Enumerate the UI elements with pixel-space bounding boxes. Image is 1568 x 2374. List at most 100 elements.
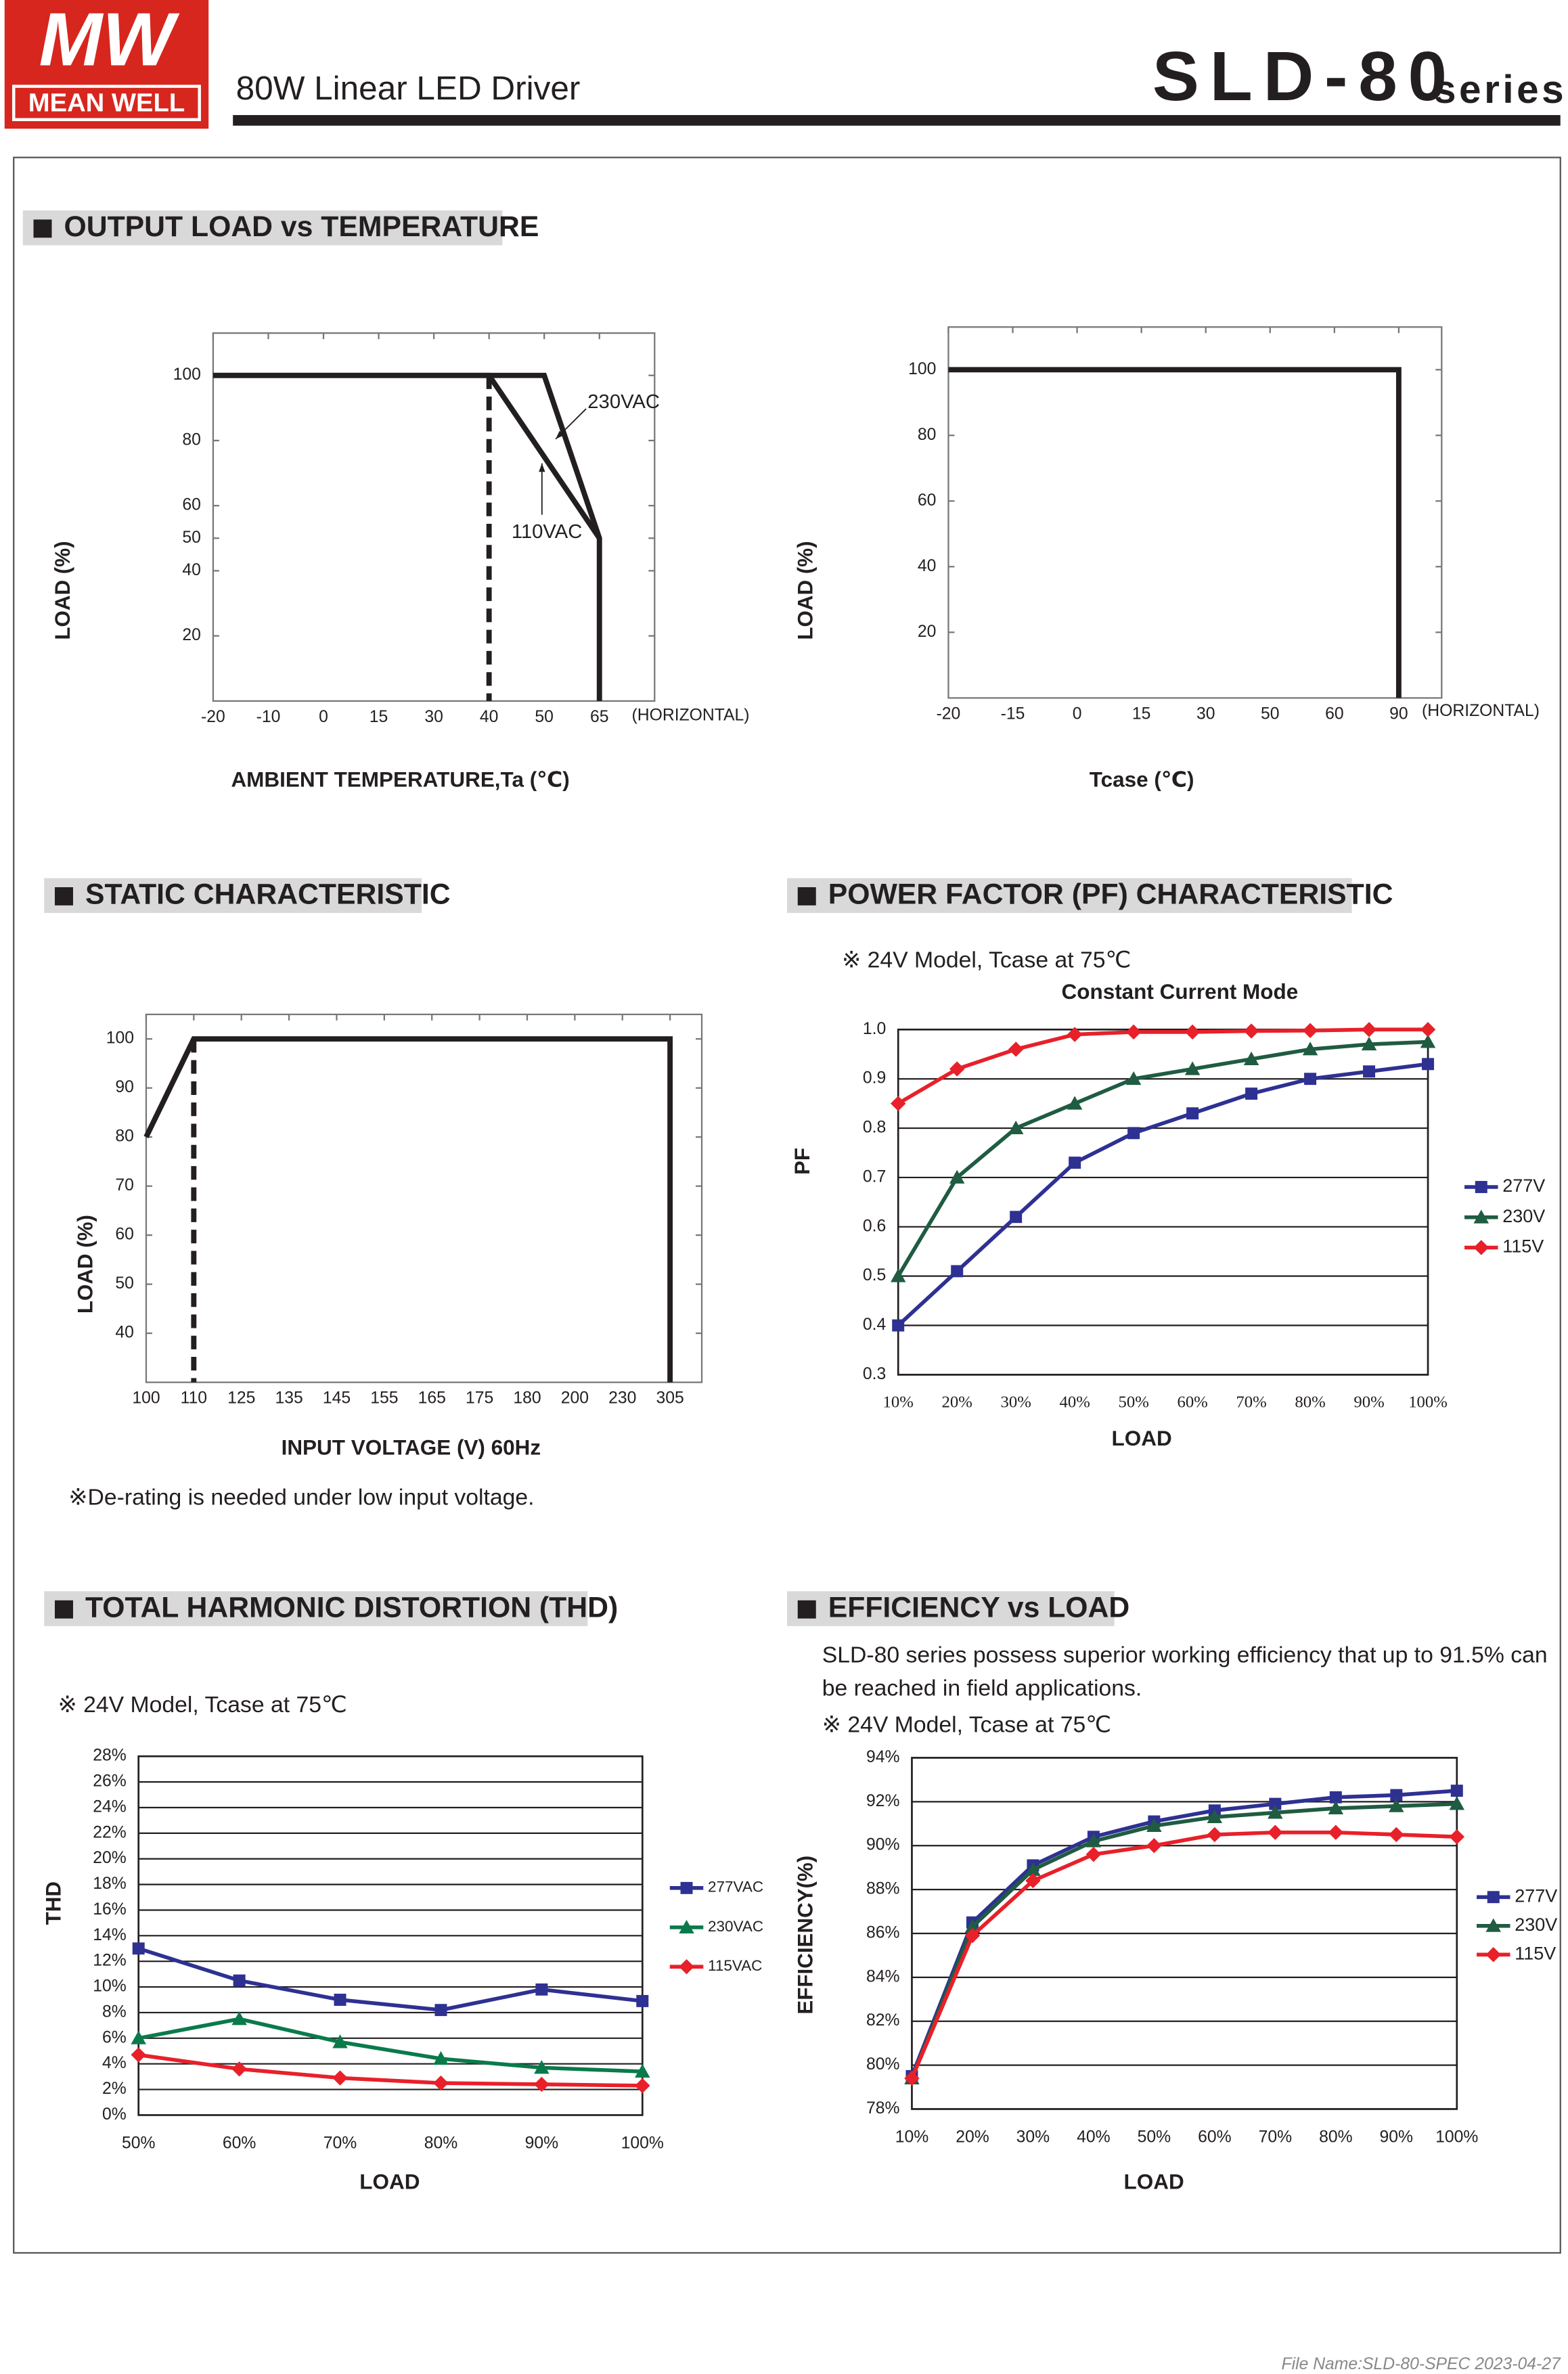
x-tick-label: 60% <box>1198 2128 1232 2147</box>
data-point <box>1069 1157 1081 1169</box>
data-point <box>1328 1824 1344 1840</box>
x-tick-label: 60% <box>1177 1393 1207 1412</box>
legend-label: 277VAC <box>708 1879 763 1896</box>
data-point <box>131 2030 146 2044</box>
legend-label: 230V <box>1502 1206 1545 1226</box>
x-tick-label: 165 <box>418 1389 446 1408</box>
model-name: SLD-80 <box>1152 37 1458 115</box>
plot-frame <box>145 1013 703 1383</box>
arrow-head <box>539 463 545 472</box>
section-bullet <box>54 887 73 905</box>
y-tick-label: 100 <box>908 360 936 378</box>
data-point <box>1146 1838 1162 1854</box>
data-point <box>1390 1789 1403 1801</box>
logo <box>4 0 209 129</box>
data-point <box>132 1942 145 1955</box>
data-point <box>1450 1785 1463 1797</box>
legend-marker <box>1475 1181 1487 1193</box>
y-tick-label: 0.5 <box>863 1266 886 1284</box>
data-point <box>1067 1027 1083 1042</box>
section-bullet <box>797 1600 816 1619</box>
y-tick-label: 80 <box>182 431 201 449</box>
x-tick-label: 145 <box>323 1389 351 1408</box>
chart-note: ※ 24V Model, Tcase at 75℃ <box>58 1693 346 1718</box>
x-tick-label: 90% <box>1380 2128 1414 2147</box>
y-axis-title: LOAD (%) <box>793 541 817 640</box>
y-tick-label: 16% <box>93 1900 127 1919</box>
y-tick-label: 2% <box>102 2080 127 2098</box>
section-title: STATIC CHARACTERISTIC <box>85 878 451 911</box>
x-tick-label: 80% <box>424 2134 458 2152</box>
y-tick-label: 0.4 <box>863 1316 886 1334</box>
data-point <box>964 1919 981 1933</box>
data-point <box>1268 1824 1283 1840</box>
y-tick-label: 50 <box>115 1274 134 1293</box>
x-tick-label: -20 <box>937 705 961 723</box>
legend-label: 115V <box>1515 1943 1556 1963</box>
y-tick-label: 12% <box>93 1952 127 1970</box>
series-line <box>896 1039 1429 1278</box>
data-point <box>890 1096 906 1111</box>
y-tick-label: 60 <box>182 496 201 514</box>
x-tick-label: 40% <box>1059 1393 1090 1412</box>
x-tick-label: 90% <box>525 2134 559 2152</box>
x-tick-label: 65 <box>590 708 609 726</box>
section-bullet <box>797 887 816 905</box>
x-axis-title: LOAD <box>1112 1427 1172 1450</box>
x-tick-label: 70% <box>1259 2128 1293 2147</box>
x-tick-label: 90% <box>1353 1393 1384 1412</box>
chart-note: ※ 24V Model, Tcase at 75℃ <box>842 948 1131 973</box>
data-point <box>1449 1829 1465 1845</box>
data-point <box>534 2060 550 2074</box>
legend-label: 277V <box>1515 1885 1557 1906</box>
y-axis-title: LOAD (%) <box>73 1215 97 1314</box>
y-tick-label: 100 <box>106 1029 134 1048</box>
data-point <box>636 1994 649 2007</box>
y-tick-label: 20 <box>918 623 937 641</box>
chart-note: ※ 24V Model, Tcase at 75℃ <box>822 1712 1111 1737</box>
data-point <box>1268 1805 1283 1819</box>
y-tick-label: 90 <box>115 1078 134 1096</box>
x-tick-label: 110 <box>181 1389 207 1408</box>
data-point <box>1085 1833 1102 1847</box>
x-tick-label: 50% <box>122 2134 156 2152</box>
data-point <box>1361 1037 1377 1051</box>
page-frame <box>13 156 1561 2254</box>
y-axis-title: EFFICIENCY(%) <box>793 1856 817 2015</box>
data-point <box>1420 1022 1436 1037</box>
data-point <box>1025 1862 1041 1876</box>
y-tick-label: 14% <box>93 1926 127 1944</box>
data-point <box>233 1974 246 1987</box>
x-axis-title: INPUT VOLTAGE (V) 60Hz <box>282 1435 541 1459</box>
x-tick-label: -20 <box>201 708 225 726</box>
y-tick-label: 100 <box>173 365 201 384</box>
y-tick-label: 40 <box>115 1324 134 1342</box>
y-tick-label: 40 <box>918 557 937 575</box>
y-tick-label: 94% <box>866 1748 900 1766</box>
x-tick-label: 200 <box>561 1389 589 1408</box>
y-tick-label: 0.9 <box>863 1069 886 1088</box>
legend-marker <box>679 1958 694 1975</box>
y-tick-label: 0% <box>102 2105 127 2124</box>
legend-marker <box>1485 1918 1502 1932</box>
header-rule <box>233 115 1561 126</box>
y-tick-label: 4% <box>102 2054 127 2072</box>
data-point <box>1449 1796 1465 1810</box>
x-tick-label: 100 <box>132 1389 160 1408</box>
y-tick-label: 0.3 <box>863 1365 886 1383</box>
x-tick-label: 40 <box>480 708 499 726</box>
y-tick-label: 24% <box>93 1798 127 1816</box>
x-tick-label: 60% <box>223 2134 256 2152</box>
data-point <box>535 1983 548 1996</box>
y-tick-label: 0.7 <box>863 1167 886 1186</box>
series-label: series <box>1434 68 1567 112</box>
section-title: TOTAL HARMONIC DISTORTION (THD) <box>85 1592 618 1624</box>
data-point <box>534 2076 550 2092</box>
x-tick-label: 20% <box>942 1393 972 1412</box>
x-axis-note: (HORIZONTAL) <box>632 707 750 725</box>
data-point <box>1146 1818 1162 1832</box>
series-line <box>143 1036 673 1383</box>
y-tick-label: 78% <box>866 2099 900 2118</box>
data-point <box>949 1061 965 1077</box>
y-tick-label: 80 <box>115 1127 134 1146</box>
